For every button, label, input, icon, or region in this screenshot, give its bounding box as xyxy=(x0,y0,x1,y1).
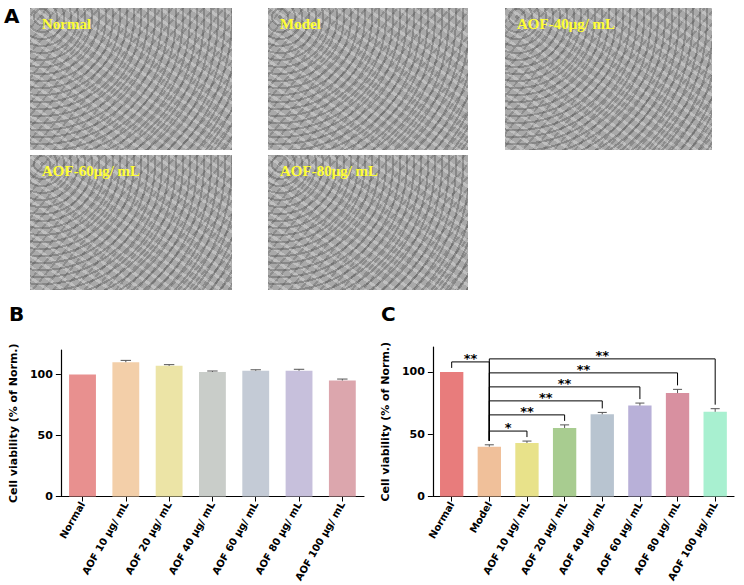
svg-text:0: 0 xyxy=(45,490,53,503)
svg-text:**: ** xyxy=(520,404,534,419)
svg-text:100: 100 xyxy=(30,368,53,381)
svg-text:**: ** xyxy=(539,390,553,405)
svg-text:AOF 100 μg/ mL: AOF 100 μg/ mL xyxy=(666,499,720,582)
svg-text:**: ** xyxy=(595,348,609,363)
svg-text:AOF 100 μg/ mL: AOF 100 μg/ mL xyxy=(293,499,347,582)
svg-text:0: 0 xyxy=(417,490,425,503)
svg-text:AOF 40 μg/ mL: AOF 40 μg/ mL xyxy=(556,499,607,577)
svg-text:**: ** xyxy=(577,362,591,377)
svg-text:AOF 10 μg/ mL: AOF 10 μg/ mL xyxy=(481,499,532,577)
svg-text:AOF 10 μg/ mL: AOF 10 μg/ mL xyxy=(80,499,131,576)
svg-text:Normal: Normal xyxy=(427,500,457,541)
svg-text:B: B xyxy=(9,302,24,326)
html-text:A: A xyxy=(4,4,20,28)
svg-text:AOF 60 μg/ mL: AOF 60 μg/ mL xyxy=(594,499,645,577)
html-text:AOF-60μg/ mL: AOF-60μg/ mL xyxy=(42,163,141,179)
svg-text:100: 100 xyxy=(402,365,425,378)
svg-text:AOF 20 μg/ mL: AOF 20 μg/ mL xyxy=(518,499,570,577)
svg-text:**: ** xyxy=(464,351,478,366)
svg-text:Cell viability (% of Norm.): Cell viability (% of Norm.) xyxy=(379,342,392,502)
html-text:Model: Model xyxy=(280,16,321,32)
svg-text:50: 50 xyxy=(38,429,54,442)
svg-text:AOF 80 μg/ mL: AOF 80 μg/ mL xyxy=(253,499,304,576)
svg-text:Cell viability (% of Norm.): Cell viability (% of Norm.) xyxy=(7,343,20,503)
svg-text:Normal: Normal xyxy=(57,500,87,541)
svg-text:AOF 40 μg/ mL: AOF 40 μg/ mL xyxy=(167,499,218,576)
svg-text:50: 50 xyxy=(410,428,426,441)
svg-text:*: * xyxy=(505,420,512,435)
html-text:AOF-80μg/ mL: AOF-80μg/ mL xyxy=(280,163,379,179)
html-text:Normal: Normal xyxy=(42,16,92,32)
svg-text:AOF 80 μg/ mL: AOF 80 μg/ mL xyxy=(631,499,683,577)
svg-text:**: ** xyxy=(558,376,572,391)
svg-text:C: C xyxy=(381,302,396,326)
svg-text:AOF 60 μg/ mL: AOF 60 μg/ mL xyxy=(210,499,261,576)
svg-text:Model: Model xyxy=(467,500,494,535)
html-text:AOF-40μg/ mL: AOF-40μg/ mL xyxy=(517,16,616,32)
svg-text:AOF 20 μg/ mL: AOF 20 μg/ mL xyxy=(123,499,174,576)
